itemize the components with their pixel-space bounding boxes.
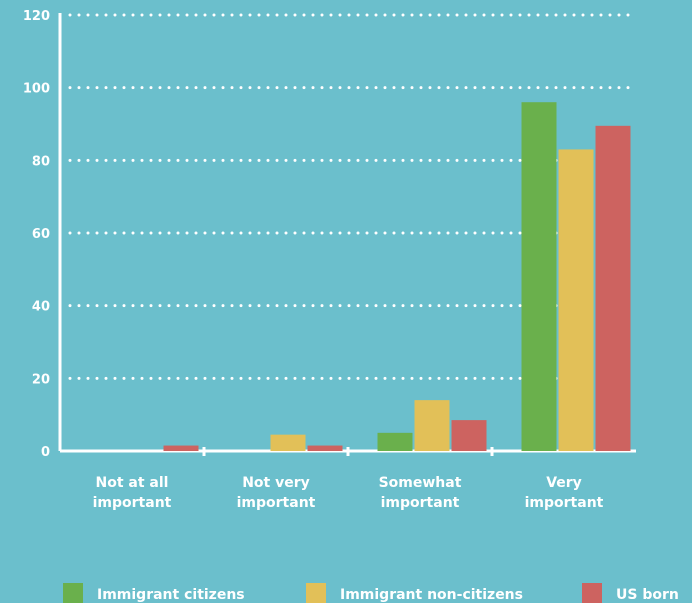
bar-immigrant-non-citizens-3 — [558, 149, 594, 451]
category-label-0-line-0: Not at all — [96, 475, 169, 491]
category-label-1-line-0: Not very — [242, 475, 310, 491]
category-label-2-line-1: important — [381, 495, 460, 511]
y-tick-label-40: 40 — [32, 300, 50, 315]
legend-label-1: Immigrant non-citizens — [340, 587, 523, 603]
bar-us-born-3 — [595, 125, 631, 452]
y-tick-label-80: 80 — [32, 154, 50, 169]
legend: Immigrant citizens Immigrant non-citizens… — [63, 583, 679, 603]
legend-swatch-0 — [63, 583, 83, 603]
category-label-1-line-1: important — [237, 495, 316, 511]
legend-swatch-1 — [306, 583, 326, 603]
bars — [163, 102, 631, 452]
legend-label-2: US born — [616, 587, 679, 603]
bar-immigrant-citizens-3 — [521, 102, 557, 451]
category-labels: Not at all important Not very important Some… — [93, 475, 604, 511]
bar-immigrant-citizens-2 — [377, 432, 413, 451]
y-tick-label-20: 20 — [32, 372, 50, 387]
category-label-3-line-1: important — [525, 495, 604, 511]
legend-label-0: Immigrant citizens — [97, 587, 245, 603]
bar-immigrant-non-citizens-1 — [270, 434, 306, 451]
y-tick-label-60: 60 — [32, 227, 50, 242]
bar-us-born-0 — [163, 445, 199, 451]
y-tick-label-120: 120 — [23, 9, 50, 24]
y-tick-labels: 0 20 40 60 80 100 120 — [23, 9, 50, 460]
bar-us-born-1 — [307, 445, 343, 451]
bar-immigrant-non-citizens-2 — [414, 400, 450, 451]
category-label-0-line-1: important — [93, 495, 172, 511]
bar-us-born-2 — [451, 420, 487, 451]
y-tick-label-100: 100 — [23, 82, 50, 97]
legend-swatch-2 — [582, 583, 602, 603]
category-label-3-line-0: Very — [546, 475, 582, 491]
y-tick-label-0: 0 — [41, 445, 50, 460]
category-label-2-line-0: Somewhat — [379, 475, 462, 491]
